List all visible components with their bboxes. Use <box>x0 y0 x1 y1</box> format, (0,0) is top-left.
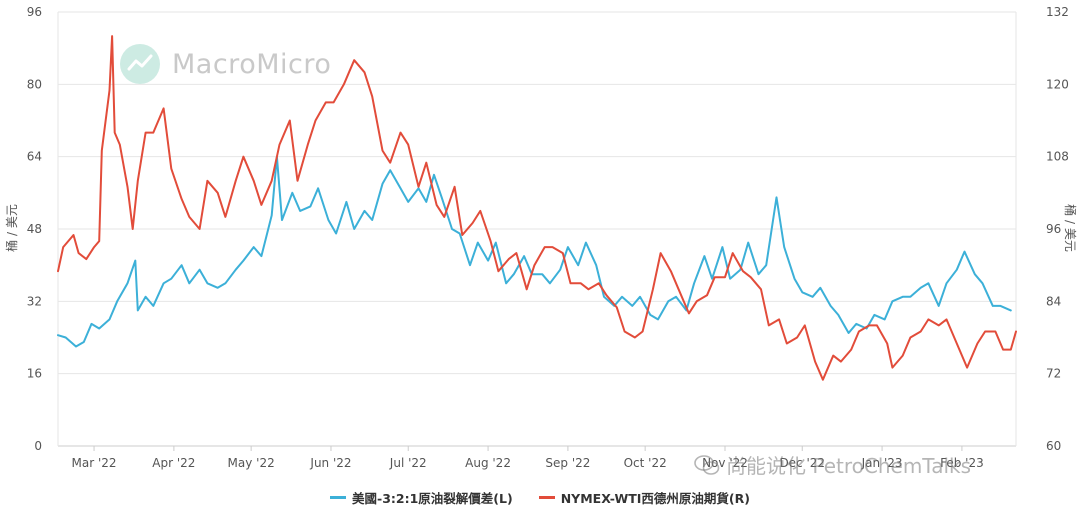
watermark-text: 尚能说化 PetroChemTalks <box>726 454 972 478</box>
left-tick-label: 16 <box>27 367 42 381</box>
right-tick-label: 96 <box>1046 222 1061 236</box>
legend-swatch-left <box>330 495 347 499</box>
right-tick-label: 84 <box>1046 294 1061 308</box>
left-tick-label: 96 <box>27 5 42 19</box>
left-tick-label: 48 <box>27 222 42 236</box>
legend-swatch-right <box>538 495 555 499</box>
left-axis-title: 桶 / 美元 <box>4 204 19 252</box>
wechat-icon <box>694 454 720 476</box>
right-tick-label: 60 <box>1046 439 1061 453</box>
x-tick-label: Dec '22 <box>779 456 825 470</box>
legend-item-left-series[interactable]: 美國-3:2:1原油裂解價差(L) <box>330 488 513 507</box>
x-tick-label: Jan '23 <box>861 456 903 470</box>
right-tick-label: 132 <box>1046 5 1069 19</box>
x-tick-label: Apr '22 <box>152 456 195 470</box>
x-tick-label: Feb '23 <box>940 456 984 470</box>
right-axis-ticks: 60 72 84 96 108 120 132 <box>1046 5 1069 453</box>
legend: 美國-3:2:1原油裂解價差(L) NYMEX-WTI西德州原油期貨(R) <box>0 486 1080 508</box>
macromicro-logo: MacroMicro <box>120 44 331 84</box>
series-line-wti <box>57 35 1017 381</box>
x-tick-label: Nov '22 <box>702 456 748 470</box>
x-tick-label: Sep '22 <box>545 456 590 470</box>
legend-item-right-series[interactable]: NYMEX-WTI西德州原油期貨(R) <box>538 488 750 507</box>
watermark: 尚能说化 PetroChemTalks <box>694 450 971 479</box>
x-tick-label: Jun '22 <box>309 456 351 470</box>
legend-label-left: 美國-3:2:1原油裂解價差(L) <box>352 490 513 506</box>
x-tick-label: Aug '22 <box>465 456 511 470</box>
x-tick-label: Jul '22 <box>389 456 427 470</box>
x-tick-label: May '22 <box>228 456 275 470</box>
series-line-crack-spread <box>57 155 1012 348</box>
grid-lines <box>57 11 1017 447</box>
right-tick-label: 108 <box>1046 150 1069 164</box>
x-tick-label: Oct '22 <box>624 456 667 470</box>
left-tick-label: 0 <box>34 439 42 453</box>
left-tick-label: 80 <box>27 77 42 91</box>
left-axis-ticks: 0 16 32 48 64 80 96 <box>27 5 42 453</box>
x-axis-ticks: Mar '22 Apr '22 May '22 Jun '22 Jul '22 Aug '… <box>72 446 984 470</box>
x-tick-label: Mar '22 <box>72 456 117 470</box>
series-lines <box>57 35 1017 381</box>
right-tick-label: 72 <box>1046 367 1061 381</box>
right-axis-title: 桶 / 美元 <box>1063 204 1078 252</box>
left-tick-label: 64 <box>27 150 42 164</box>
chart-trend-icon <box>120 44 160 84</box>
right-tick-label: 120 <box>1046 77 1069 91</box>
left-tick-label: 32 <box>27 294 42 308</box>
legend-label-right: NYMEX-WTI西德州原油期貨(R) <box>560 490 750 506</box>
logo-text: MacroMicro <box>172 48 332 80</box>
